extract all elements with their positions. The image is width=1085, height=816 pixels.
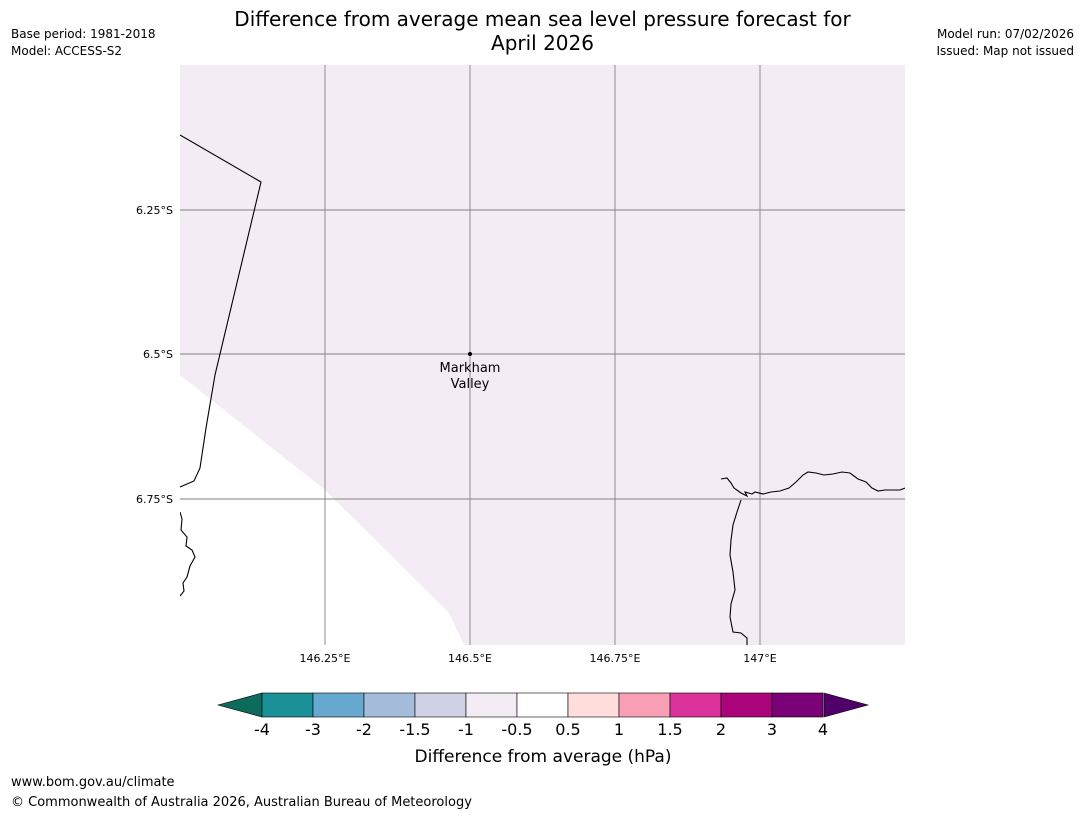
lon-label-146-5: 146.5°E: [448, 652, 492, 665]
lat-label-6-75: 6.75°S: [136, 493, 173, 506]
model-run-text: Model run: 07/02/2026: [936, 27, 1074, 41]
colorbar-tick-label: 0.5: [555, 720, 580, 739]
colorbar-tick-label: -1: [458, 720, 474, 739]
colorbar-segment: [669, 692, 722, 718]
title-line-2: April 2026: [491, 31, 594, 55]
footer-url: www.bom.gov.au/climate: [11, 775, 175, 790]
colorbar-tick-label: -3: [305, 720, 321, 739]
colorbar-segment: [720, 692, 773, 718]
title-line-1: Difference from average mean sea level p…: [234, 7, 851, 31]
page-title: Difference from average mean sea level p…: [200, 7, 885, 55]
colorbar-segments: [261, 692, 824, 718]
colorbar-tick-label: 3: [767, 720, 777, 739]
colorbar-over-arrow: [823, 692, 870, 718]
coastline-west: [180, 511, 196, 597]
footer-copyright: © Commonwealth of Australia 2026, Austra…: [11, 795, 472, 810]
colorbar-segment: [516, 692, 569, 718]
colorbar-ticks: -4 -3 -2 -1.5 -1 -0.5 0.5 1 1.5 2 3 4: [254, 720, 828, 739]
model-text: Model: ACCESS-S2: [11, 44, 123, 58]
meta-left: Base period: 1981-2018 Model: ACCESS-S2: [11, 26, 156, 60]
colorbar-segment: [618, 692, 671, 718]
colorbar-title: Difference from average (hPa): [415, 747, 672, 767]
colorbar-tick-label: 1.5: [657, 720, 682, 739]
colorbar-under-arrow: [216, 692, 263, 718]
colorbar-tick-label: 1: [614, 720, 624, 739]
coastlines: [180, 134, 905, 645]
lat-label-6-5: 6.5°S: [143, 348, 173, 361]
colorbar-tick-label: -1.5: [399, 720, 430, 739]
colorbar-segment: [363, 692, 416, 718]
colorbar-tick-label: 2: [716, 720, 726, 739]
base-period-text: Base period: 1981-2018: [11, 27, 156, 41]
place-name-line-2: Valley: [451, 377, 490, 392]
colorbar-tick-label: 4: [818, 720, 828, 739]
lon-label-146-75: 146.75°E: [590, 652, 641, 665]
meta-right: Model run: 07/02/2026 Issued: Map not is…: [936, 26, 1074, 60]
coastline-east: [720, 471, 905, 498]
border-line: [180, 134, 262, 488]
place-name-line-1: Markham: [440, 361, 501, 376]
graticule: [180, 65, 905, 645]
colorbar-segment: [261, 692, 314, 718]
river-line: [729, 499, 748, 645]
pressure-anomaly-field: [180, 65, 905, 645]
colorbar-segment: [567, 692, 620, 718]
map-area: Markham Valley: [180, 65, 905, 645]
colorbar-tick-label: -2: [356, 720, 372, 739]
colorbar-tick-label: -4: [254, 720, 270, 739]
colorbar-segment: [312, 692, 365, 718]
colorbar-segment: [414, 692, 467, 718]
lat-label-6-25: 6.25°S: [136, 204, 173, 217]
place-marker: [468, 352, 472, 356]
colorbar-segment: [465, 692, 518, 718]
lon-label-147: 147°E: [743, 652, 776, 665]
issued-text: Issued: Map not issued: [936, 44, 1074, 58]
colorbar-segment: [771, 692, 824, 718]
colorbar: -4 -3 -2 -1.5 -1 -0.5 0.5 1 1.5 2 3 4 Difference fr…: [216, 692, 870, 767]
colorbar-tick-label: -0.5: [501, 720, 532, 739]
lon-label-146-25: 146.25°E: [300, 652, 351, 665]
